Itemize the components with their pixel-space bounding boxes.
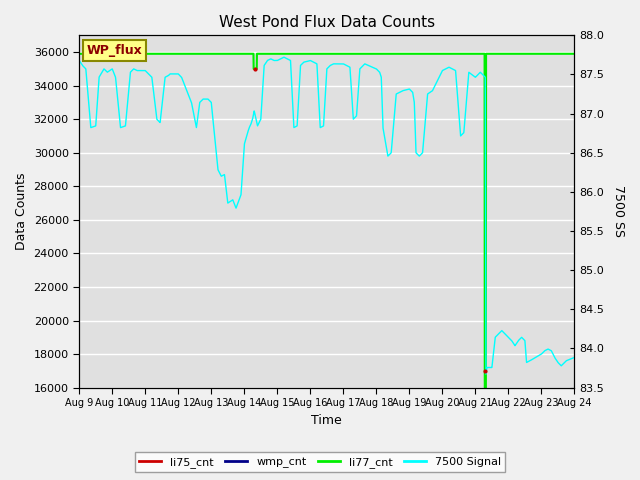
- Legend: li75_cnt, wmp_cnt, li77_cnt, 7500 Signal: li75_cnt, wmp_cnt, li77_cnt, 7500 Signal: [135, 452, 505, 472]
- Text: WP_flux: WP_flux: [86, 44, 143, 57]
- Y-axis label: Data Counts: Data Counts: [15, 173, 28, 250]
- Title: West Pond Flux Data Counts: West Pond Flux Data Counts: [219, 15, 435, 30]
- Y-axis label: 7500 SS: 7500 SS: [612, 185, 625, 238]
- X-axis label: Time: Time: [312, 414, 342, 427]
